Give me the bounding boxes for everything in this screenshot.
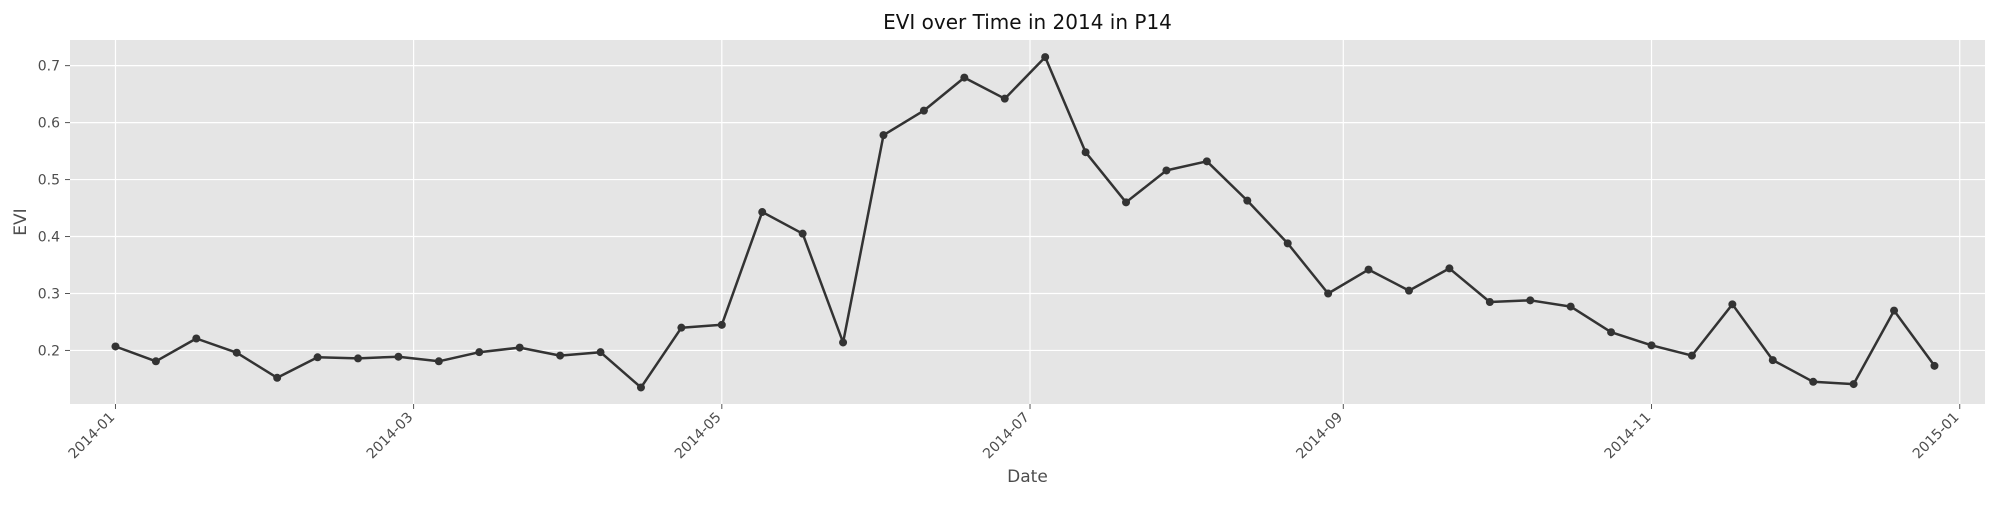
- x-tick-label: 2014-03: [364, 410, 417, 463]
- data-point: [1728, 300, 1737, 309]
- y-tick-label: 0.6: [38, 116, 60, 132]
- data-point: [273, 373, 282, 382]
- x-tick-label: 2014-05: [672, 410, 725, 463]
- series-line: [115, 55, 1936, 389]
- x-tick-label: 2014-09: [1293, 410, 1346, 463]
- data-point: [232, 348, 241, 357]
- data-point: [434, 357, 443, 366]
- data-point: [1566, 302, 1575, 311]
- data-point: [919, 106, 928, 115]
- data-point: [677, 323, 686, 332]
- data-point: [879, 131, 888, 140]
- data-point: [1202, 157, 1211, 166]
- data-point: [717, 320, 726, 329]
- data-point: [839, 338, 848, 347]
- y-tick-label: 0.4: [38, 230, 60, 246]
- data-point: [313, 353, 322, 362]
- data-point: [354, 354, 363, 363]
- plot-area: [70, 40, 1985, 404]
- data-point: [1809, 377, 1818, 386]
- data-point: [1890, 306, 1899, 315]
- data-point: [1081, 148, 1090, 157]
- data-point: [1445, 264, 1454, 273]
- data-point: [1647, 341, 1656, 350]
- data-point: [1768, 356, 1777, 365]
- data-point: [1243, 196, 1252, 205]
- data-point: [596, 348, 605, 357]
- data-point: [1607, 328, 1616, 337]
- y-tick-label: 0.3: [38, 286, 60, 302]
- x-tick-label: 2014-07: [980, 410, 1033, 463]
- y-tick-label: 0.7: [38, 59, 60, 75]
- y-tick-label: 0.5: [38, 173, 60, 189]
- data-point: [1122, 198, 1131, 207]
- chart-title: EVI over Time in 2014 in P14: [883, 10, 1172, 34]
- data-point: [1162, 166, 1171, 175]
- data-point: [1485, 298, 1494, 307]
- y-axis-label: EVI: [11, 208, 31, 235]
- x-tick-label: 2014-01: [66, 410, 119, 463]
- data-point: [1849, 380, 1858, 389]
- data-point: [636, 383, 645, 392]
- data-point: [1364, 265, 1373, 274]
- series-layer: [111, 53, 1939, 392]
- data-point: [515, 343, 524, 352]
- y-tick-label: 0.2: [38, 343, 60, 359]
- data-point: [394, 352, 403, 361]
- data-point: [1283, 239, 1292, 248]
- data-point: [1000, 94, 1009, 103]
- data-point: [1526, 296, 1535, 305]
- data-point: [151, 357, 160, 366]
- data-point: [1041, 53, 1050, 62]
- data-point: [556, 351, 565, 360]
- data-point: [475, 348, 484, 357]
- data-point: [111, 342, 120, 351]
- data-point: [960, 73, 969, 82]
- data-point: [1930, 361, 1939, 370]
- x-tick-label: 2015-01: [1910, 410, 1963, 463]
- data-point: [758, 208, 767, 217]
- data-point: [192, 334, 201, 343]
- data-point: [1404, 286, 1413, 295]
- data-point: [1324, 289, 1333, 298]
- x-tick-label: 2014-11: [1602, 410, 1655, 463]
- x-axis-label: Date: [1007, 467, 1048, 487]
- data-point: [798, 229, 807, 238]
- data-point: [1687, 351, 1696, 360]
- grid-lines: [70, 40, 1985, 404]
